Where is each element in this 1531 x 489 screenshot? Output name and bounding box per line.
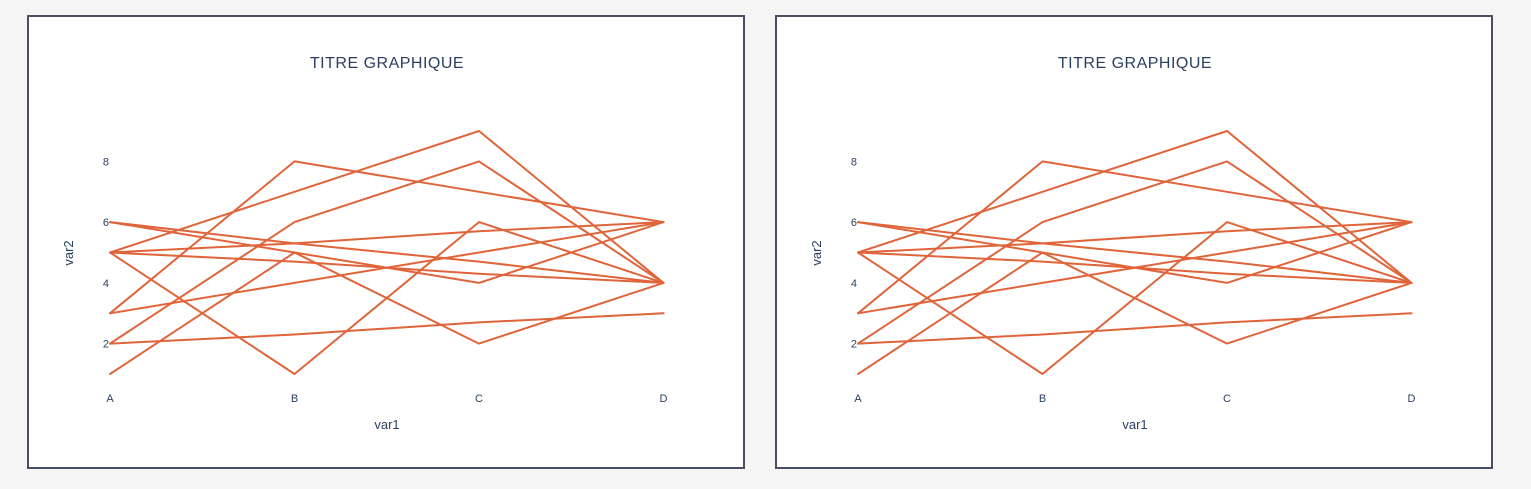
x-tick-label: A <box>106 393 114 405</box>
y-tick-label: 6 <box>103 217 109 229</box>
chart-title: TITRE GRAPHIQUE <box>1058 55 1212 72</box>
series-line-10 <box>857 221 1413 284</box>
series-line-11 <box>857 251 1413 284</box>
series-line-3 <box>857 160 1413 345</box>
x-tick-labels: A B C D <box>106 393 667 405</box>
traces-group <box>109 130 665 375</box>
y-tick-label: 6 <box>851 217 857 229</box>
chart-title: TITRE GRAPHIQUE <box>310 55 464 72</box>
y-tick-label: 2 <box>103 339 109 351</box>
series-line-1 <box>857 130 1413 284</box>
series-line-4 <box>857 251 1413 375</box>
series-line-1 <box>109 130 665 284</box>
y-axis-title: var2 <box>809 240 824 265</box>
series-line-10 <box>109 221 665 284</box>
chart-svg-left: TITRE GRAPHIQUE var1 var2 A B C D 2 4 6 8 <box>61 55 668 432</box>
y-tick-label: 2 <box>851 339 857 351</box>
chart-svg-right: TITRE GRAPHIQUE var1 var2 A B C D 2 4 6 8 <box>809 55 1416 432</box>
series-line-4 <box>109 251 665 375</box>
series-line-9 <box>857 312 1413 345</box>
series-line-7 <box>109 221 665 254</box>
series-line-9 <box>109 312 665 345</box>
x-tick-label: A <box>854 393 862 405</box>
x-tick-label: C <box>1223 393 1231 405</box>
y-tick-label: 8 <box>851 156 857 168</box>
y-axis-title: var2 <box>61 240 76 265</box>
chart-panel-right: TITRE GRAPHIQUE var1 var2 A B C D 2 4 6 8 <box>775 15 1493 469</box>
x-tick-labels: A B C D <box>854 393 1415 405</box>
x-tick-label: B <box>291 393 298 405</box>
x-tick-label: D <box>1408 393 1416 405</box>
chart-panel-left: TITRE GRAPHIQUE var1 var2 A B C D 2 4 6 8 <box>27 15 745 469</box>
y-tick-label: 4 <box>103 278 109 290</box>
traces-group <box>857 130 1413 375</box>
y-tick-label: 4 <box>851 278 857 290</box>
series-line-11 <box>109 251 665 284</box>
x-tick-label: D <box>660 393 668 405</box>
y-tick-labels: 2 4 6 8 <box>851 156 857 350</box>
x-tick-label: B <box>1039 393 1046 405</box>
x-tick-label: C <box>475 393 483 405</box>
x-axis-title: var1 <box>374 417 399 432</box>
series-line-3 <box>109 160 665 345</box>
y-tick-label: 8 <box>103 156 109 168</box>
series-line-7 <box>857 221 1413 254</box>
y-tick-labels: 2 4 6 8 <box>103 156 109 350</box>
x-axis-title: var1 <box>1122 417 1147 432</box>
